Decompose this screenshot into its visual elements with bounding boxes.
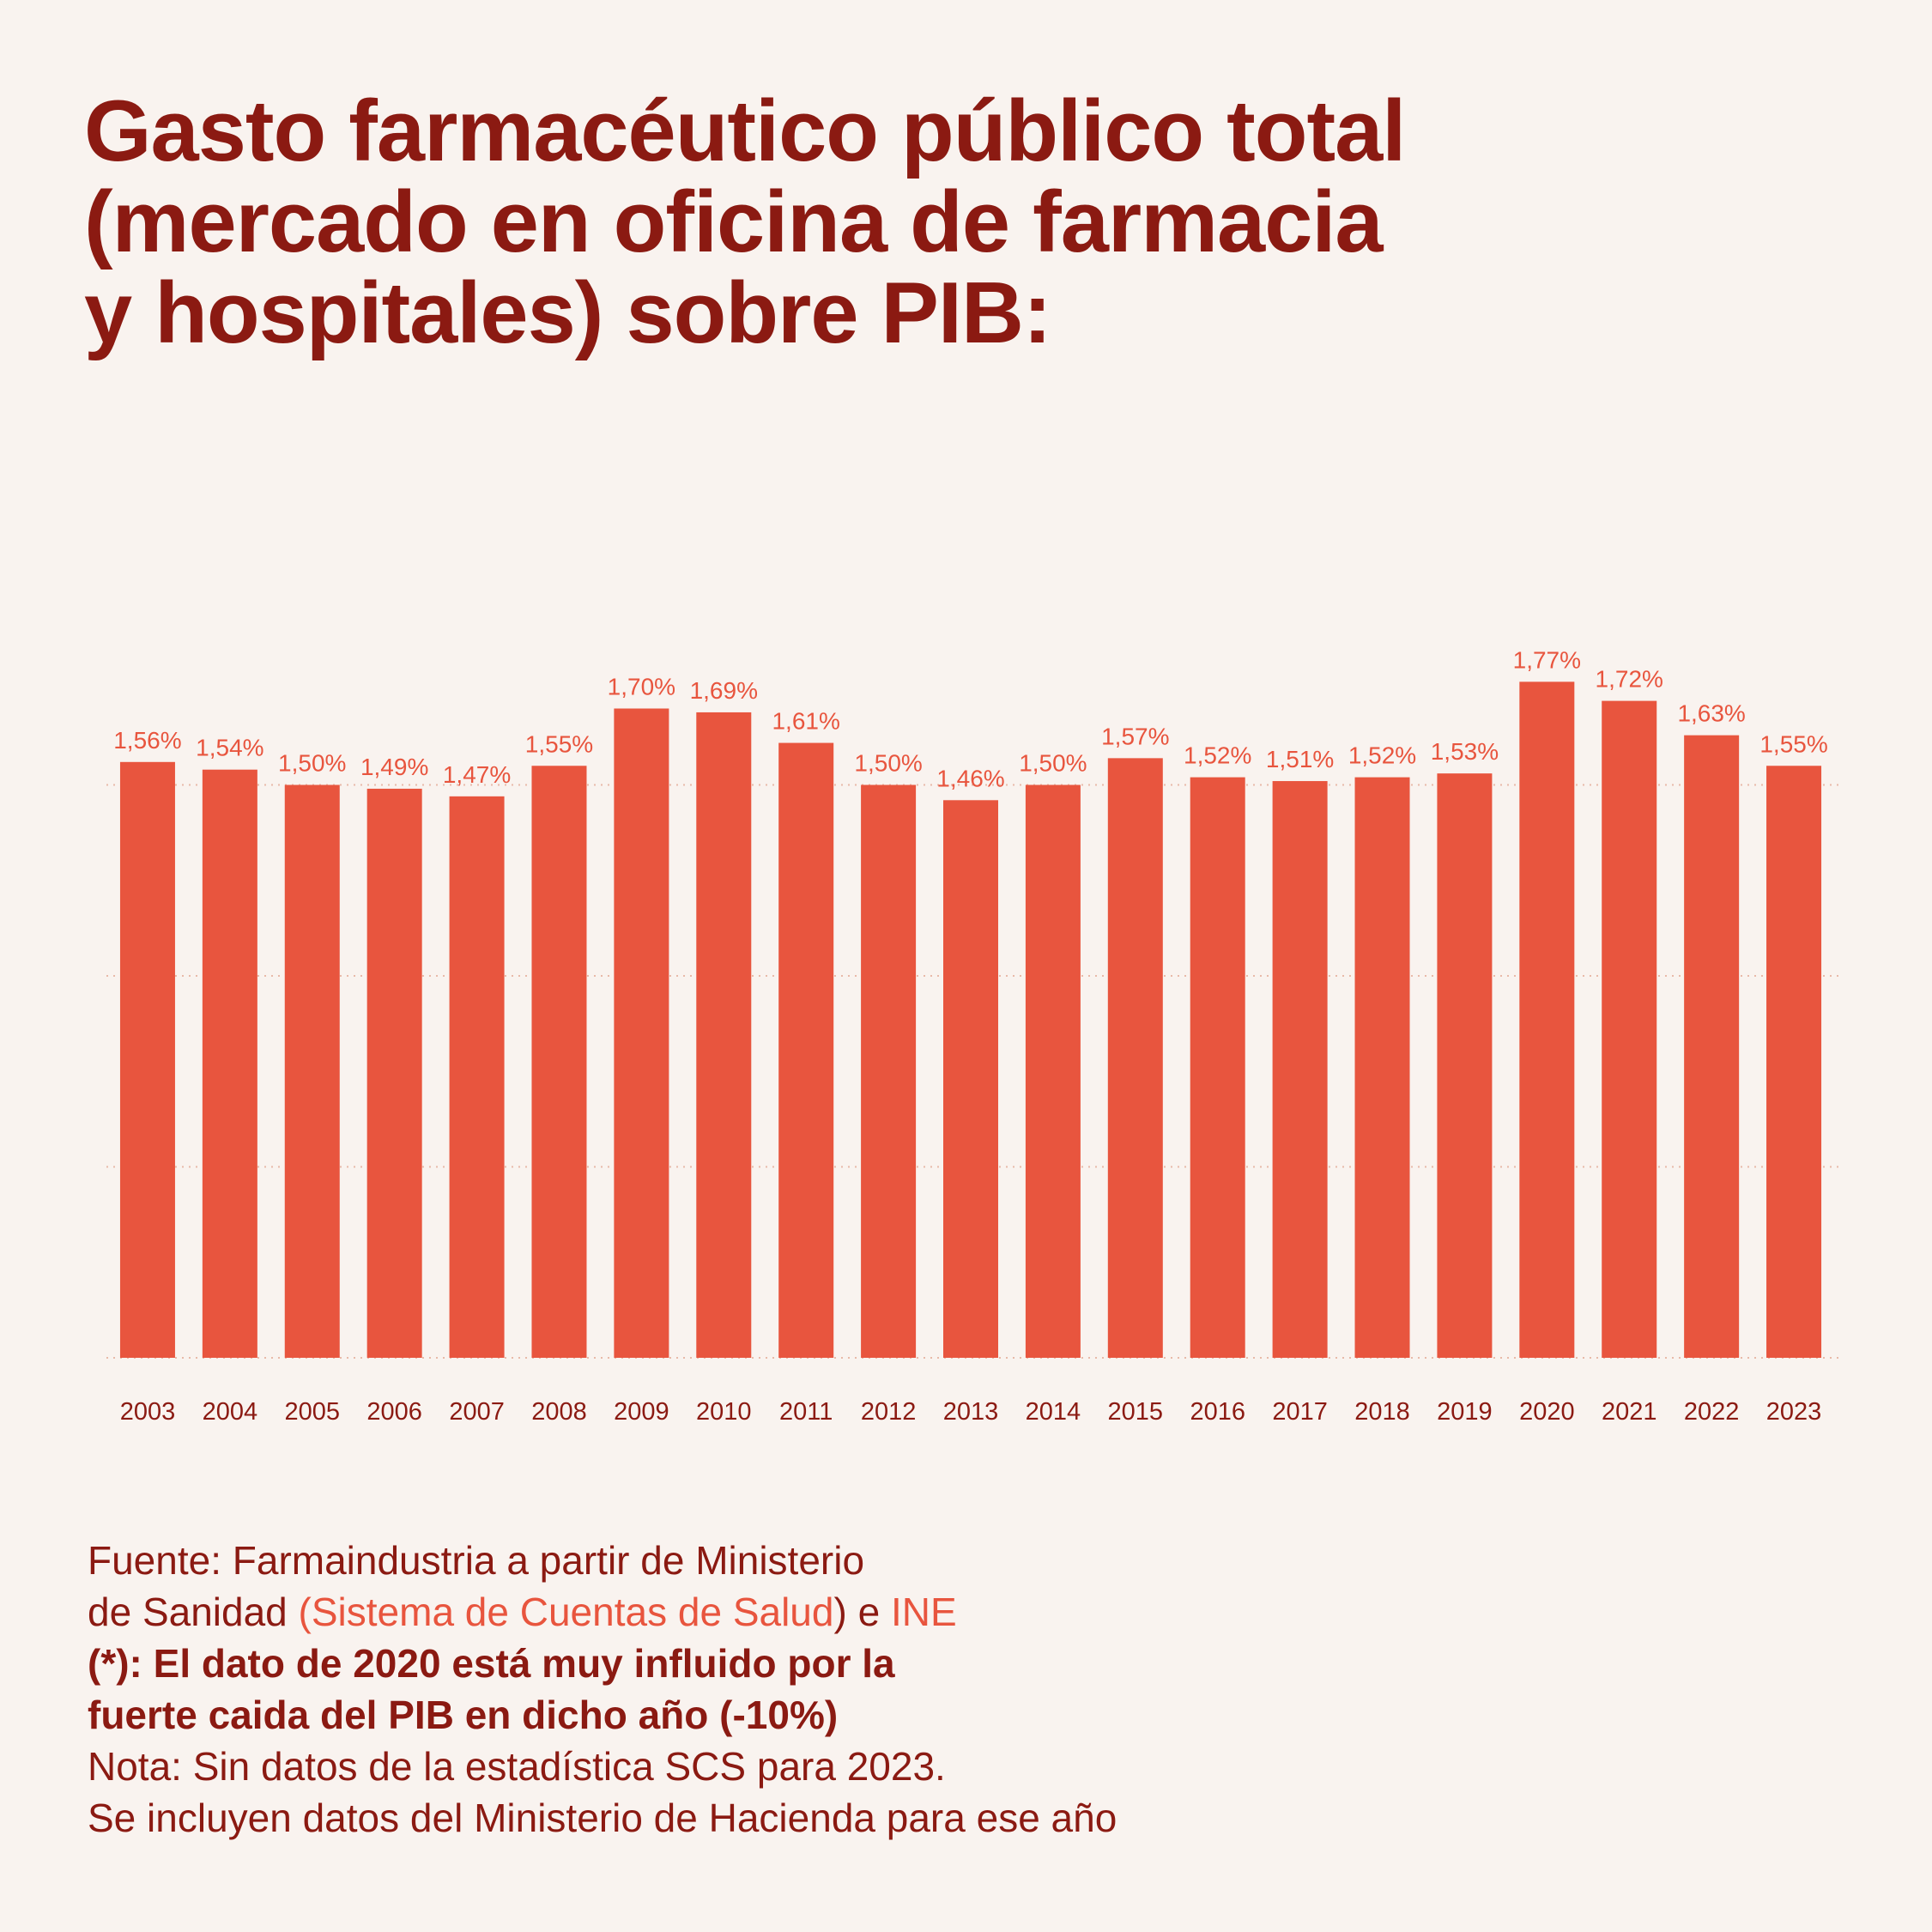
x-tick-2003: 2003 (120, 1398, 176, 1426)
x-tick-2022: 2022 (1684, 1398, 1740, 1426)
data-label-2021: 1,72% (1596, 666, 1663, 693)
bar-2014 (1025, 784, 1081, 1358)
source-line-1: Fuente: Farmaindustria a partir de Minis… (88, 1538, 865, 1583)
x-tick-2019: 2019 (1437, 1398, 1493, 1426)
x-tick-2006: 2006 (366, 1398, 422, 1426)
chart-title-line-3: y hospitales) sobre PIB: (84, 265, 1052, 361)
x-tick-2010: 2010 (696, 1398, 752, 1426)
x-tick-2011: 2011 (779, 1398, 833, 1426)
data-label-2016: 1,52% (1184, 742, 1251, 769)
x-tick-2015: 2015 (1108, 1398, 1164, 1426)
x-tick-2004: 2004 (203, 1398, 258, 1426)
note-2023-line-2: Se incluyen datos del Ministerio de Haci… (88, 1796, 1117, 1840)
bar-2009 (614, 708, 669, 1358)
bar-2015 (1107, 758, 1163, 1358)
x-tick-2009: 2009 (614, 1398, 669, 1426)
x-tick-2020: 2020 (1519, 1398, 1575, 1426)
data-label-2006: 1,49% (360, 754, 428, 780)
bar-2003 (119, 761, 175, 1358)
bar-2020 (1519, 681, 1575, 1358)
footer-notes: Fuente: Farmaindustria a partir de Minis… (88, 1535, 1804, 1844)
bar-2013 (943, 800, 998, 1358)
bar-2018 (1354, 777, 1410, 1358)
bar-2012 (861, 784, 917, 1358)
bar-2016 (1190, 777, 1245, 1358)
note-2020-line-1: (*): El dato de 2020 está muy influido p… (88, 1641, 895, 1686)
bar-2005 (284, 784, 340, 1358)
x-tick-2005: 2005 (285, 1398, 341, 1426)
x-tick-2012: 2012 (861, 1398, 917, 1426)
bar-2017 (1272, 781, 1328, 1358)
x-tick-2023: 2023 (1766, 1398, 1822, 1426)
data-label-2004: 1,54% (196, 735, 263, 761)
bar-2021 (1602, 700, 1657, 1358)
data-labels: 1,56% 1,54% 1,50% 1,49% 1,47% 1,55% 1,70% 1,69%… (113, 646, 1828, 791)
source-prefix: de Sanidad (88, 1590, 299, 1634)
source-link-ine[interactable]: INE (890, 1590, 957, 1634)
data-label-2011: 1,61% (772, 708, 839, 735)
x-tick-2014: 2014 (1026, 1398, 1081, 1426)
data-label-2012: 1,50% (854, 750, 922, 777)
x-tick-2017: 2017 (1272, 1398, 1328, 1426)
x-tick-2013: 2013 (943, 1398, 999, 1426)
bar-2010 (696, 712, 752, 1358)
data-label-2014: 1,50% (1019, 750, 1087, 777)
x-tick-2008: 2008 (531, 1398, 587, 1426)
bar-2023 (1766, 766, 1822, 1358)
chart-title-line-2: (mercado en oficina de farmacia (84, 174, 1384, 270)
bar-2007 (449, 796, 505, 1358)
source-line-2: de Sanidad (Sistema de Cuentas de Salud)… (88, 1586, 1804, 1638)
bar-2011 (778, 742, 834, 1358)
x-tick-2007: 2007 (449, 1398, 505, 1426)
bar-2004 (202, 769, 257, 1358)
data-label-2003: 1,56% (113, 727, 181, 754)
x-axis-ticks: 2003 2004 2005 2006 2007 2008 2009 2010 2011 2012… (120, 1398, 1822, 1426)
bar-chart: 1,56% 1,54% 1,50% 1,49% 1,47% 1,55% 1,70% 1,69%… (106, 646, 1838, 1426)
data-label-2010: 1,69% (690, 677, 758, 704)
data-label-2005: 1,50% (278, 750, 346, 777)
chart-title: Gasto farmacéutico público total (mercad… (84, 86, 1801, 359)
data-label-2008: 1,55% (525, 730, 593, 757)
bar-2006 (366, 788, 422, 1358)
data-label-2018: 1,52% (1348, 742, 1416, 769)
data-label-2013: 1,46% (936, 765, 1004, 791)
data-label-2020: 1,77% (1513, 646, 1581, 673)
data-label-2009: 1,70% (608, 674, 675, 700)
x-tick-2018: 2018 (1354, 1398, 1410, 1426)
data-label-2015: 1,57% (1101, 723, 1169, 749)
bar-2008 (531, 766, 587, 1358)
source-mid: ) e (833, 1590, 891, 1634)
bar-2022 (1684, 735, 1740, 1358)
data-label-2019: 1,53% (1431, 738, 1499, 765)
x-tick-2016: 2016 (1190, 1398, 1245, 1426)
bars (119, 681, 1822, 1358)
data-label-2007: 1,47% (443, 761, 511, 788)
source-link-scs[interactable]: (Sistema de Cuentas de Salud (298, 1590, 834, 1634)
data-label-2022: 1,63% (1677, 700, 1745, 727)
data-label-2023: 1,55% (1759, 730, 1827, 757)
note-2020-line-2: fuerte caida del PIB en dicho año (-10%) (88, 1693, 839, 1737)
bar-2019 (1437, 773, 1493, 1358)
data-label-2017: 1,51% (1266, 746, 1334, 772)
chart-title-line-1: Gasto farmacéutico público total (84, 83, 1406, 179)
note-2023-line-1: Nota: Sin datos de la estadística SCS pa… (88, 1744, 946, 1789)
x-tick-2021: 2021 (1602, 1398, 1657, 1426)
